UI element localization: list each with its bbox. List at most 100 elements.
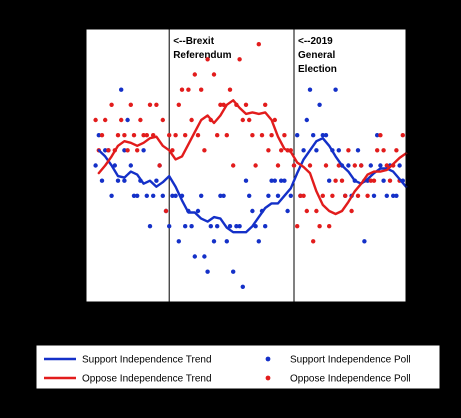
poll-point <box>151 193 156 198</box>
poll-point <box>259 133 265 138</box>
legend-label: Support Independence Trend <box>82 355 212 366</box>
poll-point <box>378 163 383 168</box>
poll-point <box>106 148 111 153</box>
poll-point <box>112 163 118 168</box>
poll-point <box>301 193 306 198</box>
poll-point <box>211 72 217 77</box>
poll-point <box>368 163 373 168</box>
poll-point <box>346 163 351 168</box>
poll-point <box>247 193 252 198</box>
poll-point <box>291 163 297 168</box>
poll-point <box>282 133 287 138</box>
poll-point <box>183 133 188 138</box>
poll-point <box>314 208 319 214</box>
poll-point <box>189 117 194 123</box>
poll-point <box>391 193 396 198</box>
poll-point <box>160 117 165 123</box>
plot-area <box>86 29 406 302</box>
poll-point <box>115 133 121 138</box>
trend-lines <box>97 99 408 234</box>
poll-point <box>147 224 153 229</box>
legend-label: Oppose Independence Poll <box>290 374 411 385</box>
poll-point <box>333 87 338 92</box>
poll-point <box>394 193 399 198</box>
poll-point <box>282 178 287 183</box>
poll-point <box>186 87 191 92</box>
y-tick-label: 46 <box>68 161 78 171</box>
poll-point <box>195 208 201 214</box>
poll-point <box>256 239 261 244</box>
annotation-text: General <box>298 50 335 61</box>
legend-dot-swatch <box>265 356 271 362</box>
poll-point <box>288 193 293 198</box>
poll-point <box>365 193 370 198</box>
poll-point <box>183 224 188 229</box>
poll-point <box>368 178 373 183</box>
end-label: 45 <box>410 182 420 192</box>
poll-point <box>122 133 127 138</box>
poll-point <box>266 148 271 153</box>
poll-point <box>253 163 258 168</box>
poll-point <box>154 178 159 183</box>
poll-point <box>170 193 175 198</box>
poll-point <box>103 148 108 153</box>
poll-point <box>208 224 213 229</box>
poll-point <box>371 193 377 198</box>
poll-point <box>205 269 210 274</box>
poll-point <box>394 148 399 153</box>
poll-point <box>279 148 284 153</box>
poll-point <box>141 148 146 153</box>
poll-point <box>103 117 108 123</box>
poll-point <box>263 102 268 108</box>
poll-point <box>237 57 242 62</box>
y-tick-label: 43 <box>68 206 78 216</box>
poll-point <box>231 163 236 168</box>
annotation-text: Election <box>298 64 337 75</box>
end-labels: 47 45 <box>410 148 420 191</box>
plot-border <box>85 28 407 303</box>
poll-point <box>202 148 207 153</box>
y-axis-label: Percentage <box>22 144 33 196</box>
poll-point <box>250 133 255 138</box>
poll-point <box>275 163 281 168</box>
legend-dot-swatch <box>265 375 271 381</box>
poll-point <box>317 102 322 108</box>
poll-point <box>199 87 204 92</box>
poll-point <box>224 133 229 138</box>
y-tick-label: 37 <box>68 297 78 307</box>
poll-point <box>243 102 249 108</box>
poll-point <box>240 284 245 289</box>
poll-point <box>93 117 98 123</box>
poll-point <box>375 148 380 153</box>
trend-line <box>97 137 408 234</box>
poll-point <box>202 254 207 259</box>
poll-point <box>141 133 146 138</box>
y-tick-label: 49 <box>68 115 78 125</box>
poll-point <box>122 178 127 183</box>
poll-point <box>93 163 98 168</box>
poll-point <box>323 133 329 138</box>
poll-point <box>307 163 313 168</box>
poll-point <box>263 224 268 229</box>
poll-point <box>119 117 124 123</box>
poll-points <box>93 42 405 289</box>
poll-point <box>285 208 290 214</box>
poll-point <box>317 224 322 229</box>
poll-point <box>135 193 140 198</box>
poll-point <box>173 193 178 198</box>
poll-point <box>157 163 162 168</box>
poll-point <box>167 133 172 138</box>
poll-point <box>295 224 300 229</box>
poll-point <box>362 239 367 244</box>
poll-point <box>243 178 249 183</box>
poll-point <box>135 148 140 153</box>
poll-point <box>381 148 386 153</box>
y-tick-label: 40 <box>68 252 78 262</box>
poll-point <box>330 193 335 198</box>
poll-point <box>163 208 169 214</box>
poll-point <box>176 239 181 244</box>
x-tick-label: Mar 2021 <box>377 311 415 321</box>
